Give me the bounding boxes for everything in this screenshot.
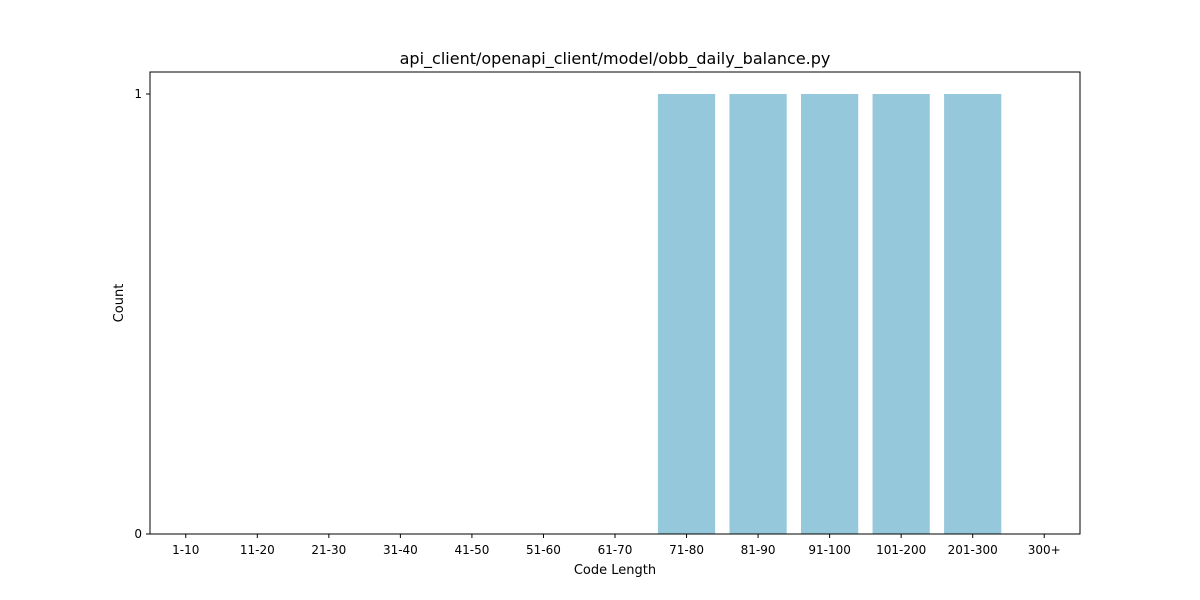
x-axis-ticks: 1-10 11-20 21-30 31-40 41-50 51-60 61-70 71-80 8… (172, 534, 1061, 557)
x-tick-label: 21-30 (311, 543, 346, 557)
x-tick-label: 101-200 (876, 543, 926, 557)
x-tick-label: 300+ (1028, 543, 1061, 557)
x-tick-label: 71-80 (669, 543, 704, 557)
bars-group (657, 94, 1002, 534)
x-tick-label: 1-10 (172, 543, 199, 557)
bar-91-100 (801, 94, 859, 534)
x-tick-label: 51-60 (526, 543, 561, 557)
y-axis-ticks: 01 (134, 87, 150, 541)
y-tick-label: 1 (134, 87, 142, 101)
x-tick-label: 81-90 (741, 543, 776, 557)
y-tick-label: 0 (134, 527, 142, 541)
x-axis-label: Code Length (574, 563, 656, 578)
bar-101-200 (872, 94, 930, 534)
x-tick-label: 61-70 (598, 543, 633, 557)
y-axis-label: Count (112, 284, 127, 323)
bar-201-300 (944, 94, 1002, 534)
bar-81-90 (729, 94, 787, 534)
x-tick-label: 201-300 (948, 543, 998, 557)
chart-title: api_client/openapi_client/model/obb_dail… (400, 49, 831, 69)
x-tick-label: 91-100 (808, 543, 851, 557)
x-tick-label: 31-40 (383, 543, 418, 557)
x-tick-label: 11-20 (240, 543, 275, 557)
x-tick-label: 41-50 (454, 543, 489, 557)
bar-71-80 (657, 94, 716, 534)
